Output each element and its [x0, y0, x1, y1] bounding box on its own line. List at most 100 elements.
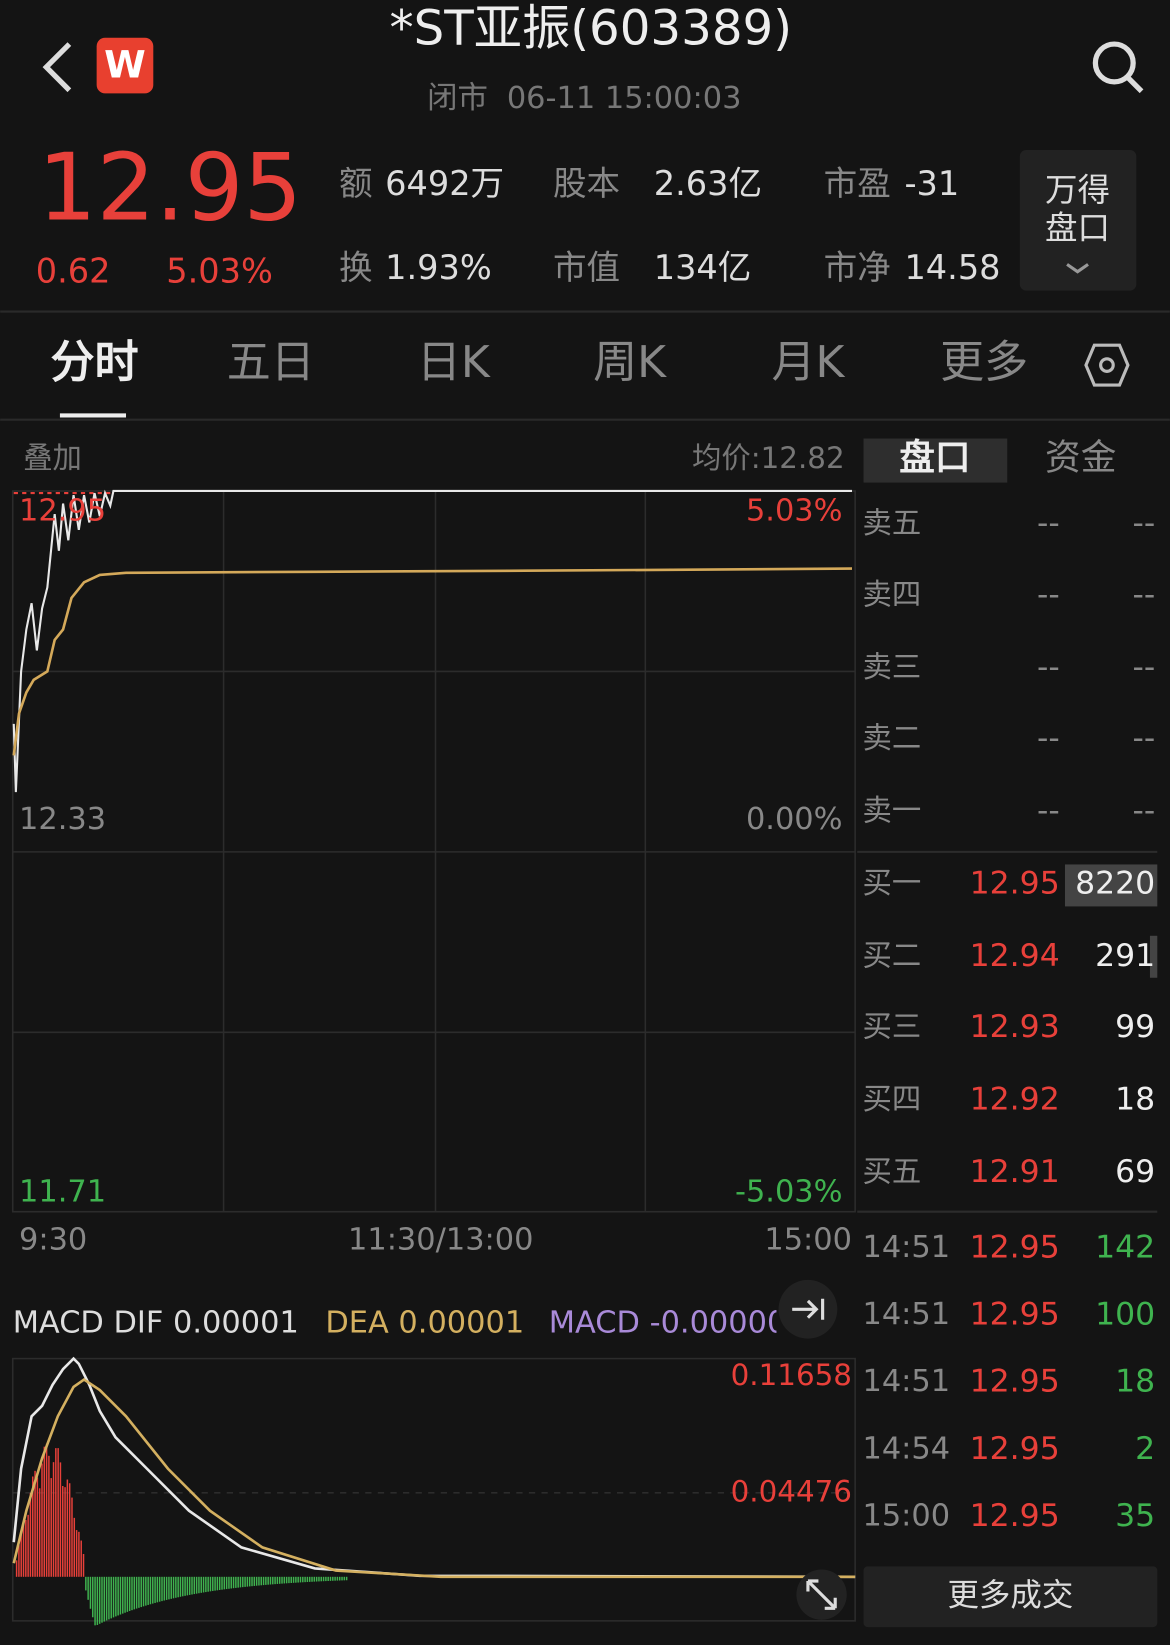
- macd-bar: [82, 1554, 85, 1577]
- macd-bar: [96, 1576, 99, 1625]
- book-volume: --: [1132, 506, 1155, 542]
- macd-bar: [214, 1576, 216, 1591]
- macd-bar: [320, 1576, 322, 1582]
- macd-bar: [221, 1576, 223, 1590]
- macd-bar: [230, 1576, 232, 1589]
- panel-tab-active[interactable]: [863, 438, 1008, 483]
- panel-button-text: 万得: [1045, 171, 1110, 209]
- panel-tab[interactable]: 资金: [1045, 438, 1116, 479]
- panel-button-text: 盘口: [1045, 209, 1110, 247]
- macd-bar: [260, 1576, 262, 1586]
- book-label: 卖二: [862, 721, 921, 755]
- macd-bar: [304, 1576, 306, 1583]
- trade-price: 12.95: [970, 1364, 1060, 1400]
- stat-value: 6492万: [385, 164, 504, 203]
- macd-bar: [133, 1576, 136, 1610]
- macd-bar: [52, 1462, 55, 1577]
- tab[interactable]: 周K: [593, 337, 667, 388]
- dif-line: [12, 1356, 856, 1579]
- macd-bar: [163, 1576, 166, 1601]
- macd-switch-button[interactable]: [778, 1279, 838, 1339]
- macd-bar: [212, 1576, 214, 1591]
- macd-bar: [262, 1576, 265, 1586]
- macd-bar: [126, 1576, 129, 1612]
- book-label: 买二: [862, 938, 921, 972]
- macd-bar: [225, 1576, 228, 1590]
- book-volume: --: [1132, 577, 1155, 613]
- pct-axis-label: 5.03%: [746, 493, 843, 528]
- tab[interactable]: 更多: [940, 337, 1028, 388]
- macd-dea: DEA 0.00001: [325, 1305, 524, 1340]
- macd-bar: [66, 1479, 69, 1577]
- macd-bar: [343, 1576, 346, 1581]
- macd-bar: [345, 1576, 348, 1581]
- book-volume: 69: [1115, 1154, 1155, 1190]
- stat-value: 14.58: [904, 248, 1000, 287]
- overlay-button[interactable]: 叠加: [23, 441, 82, 475]
- macd-bar: [112, 1576, 115, 1618]
- settings-button[interactable]: [1084, 343, 1130, 387]
- tab[interactable]: 日K: [417, 337, 491, 388]
- macd-bar: [75, 1530, 78, 1577]
- stat-label: 市盈: [824, 164, 891, 203]
- fullscreen-button[interactable]: [796, 1569, 847, 1620]
- search-button[interactable]: [1092, 41, 1144, 94]
- macd-bar: [89, 1576, 92, 1609]
- book-price: --: [1037, 649, 1060, 685]
- macd-bar: [138, 1576, 140, 1608]
- more-trades-button[interactable]: [863, 1566, 1158, 1628]
- macd-bar: [281, 1576, 283, 1584]
- time-axis-label: 9:30: [19, 1223, 87, 1258]
- macd-bar: [205, 1576, 207, 1593]
- trade-volume: 18: [1115, 1364, 1155, 1400]
- macd-bar: [336, 1576, 339, 1581]
- macd-bar: [315, 1576, 318, 1582]
- book-price: --: [1037, 506, 1060, 542]
- macd-bar: [285, 1576, 288, 1584]
- book-volume: 291: [1095, 938, 1155, 974]
- macd-bar: [41, 1463, 43, 1577]
- stat-label: 额: [339, 164, 373, 203]
- stat-label: 换: [339, 248, 373, 287]
- macd-bar: [101, 1576, 103, 1623]
- macd-bar: [207, 1576, 209, 1592]
- book-price: --: [1037, 793, 1060, 829]
- macd-bar: [232, 1576, 235, 1589]
- avg-line: [12, 567, 853, 756]
- macd-bar: [78, 1531, 80, 1577]
- macd-bar: [140, 1576, 142, 1608]
- macd-bar: [25, 1520, 27, 1577]
- book-label: 买三: [862, 1010, 921, 1044]
- macd-bar: [18, 1545, 20, 1577]
- book-label: 买一: [862, 866, 921, 900]
- macd-bar: [142, 1576, 145, 1607]
- stock-title: *ST亚振(603389): [389, 0, 792, 56]
- macd-bar: [311, 1576, 313, 1582]
- tab[interactable]: 月K: [771, 337, 845, 388]
- macd-bar: [145, 1576, 147, 1606]
- macd-bar: [45, 1443, 48, 1577]
- macd-bar: [55, 1448, 57, 1577]
- macd-bar: [152, 1576, 154, 1604]
- macd-bar: [299, 1576, 302, 1583]
- pct-axis-label: 0.00%: [746, 802, 843, 837]
- macd-bar: [103, 1576, 106, 1622]
- tab[interactable]: 分时: [50, 337, 138, 388]
- macd-bar: [48, 1455, 50, 1577]
- macd-bar: [135, 1576, 138, 1609]
- back-button[interactable]: [42, 42, 72, 93]
- macd-bar: [87, 1576, 89, 1600]
- macd-bar: [98, 1576, 101, 1624]
- book-volume: --: [1132, 793, 1155, 829]
- book-label: 卖一: [862, 794, 921, 828]
- macd-axis-label: 0.04476: [731, 1474, 852, 1508]
- macd-bar: [34, 1470, 36, 1577]
- tab[interactable]: 五日: [227, 337, 315, 388]
- book-price: 12.93: [970, 1009, 1060, 1045]
- macd-bar: [188, 1576, 191, 1595]
- macd-histogram: [15, 1443, 348, 1626]
- panel-tab[interactable]: 盘口: [899, 438, 970, 479]
- panel-button[interactable]: [1019, 150, 1137, 291]
- macd-bar: [308, 1576, 311, 1582]
